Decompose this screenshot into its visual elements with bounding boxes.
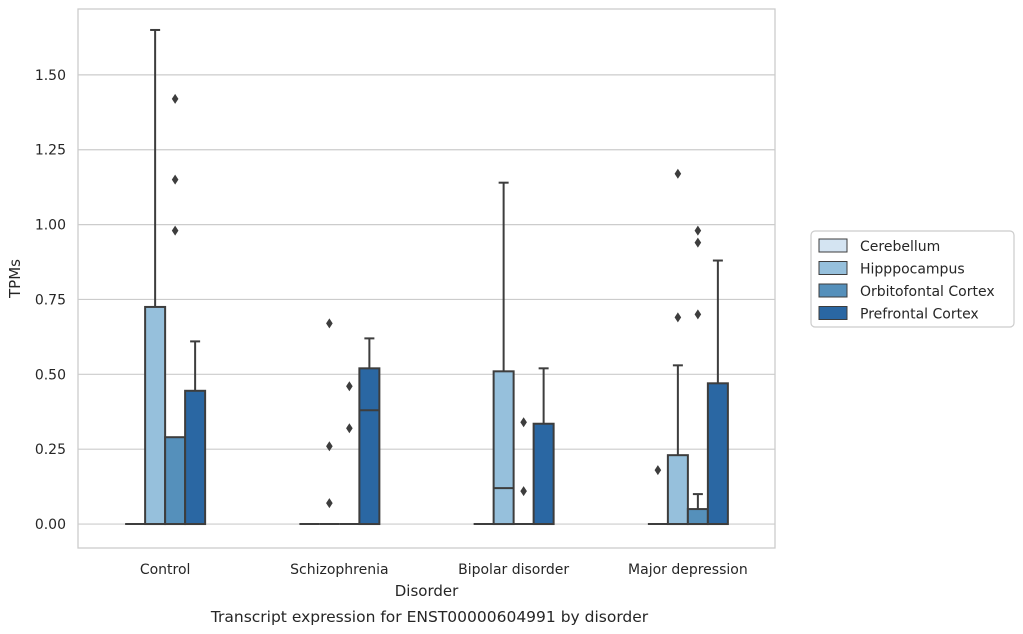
box-hipppocampus — [492, 181, 515, 526]
outlier-point — [674, 168, 682, 179]
box-prefrontal-cortex — [358, 337, 381, 526]
box-hipppocampus — [666, 168, 689, 526]
box-body — [686, 508, 709, 526]
legend-label: Cerebellum — [860, 239, 940, 255]
outlier-point — [171, 93, 179, 104]
outlier-point — [346, 423, 353, 434]
outlier-point — [326, 441, 333, 452]
outlier-point — [326, 498, 333, 509]
y-tick-label: 0.75 — [35, 292, 66, 308]
legend-swatch — [818, 306, 848, 320]
y-axis-label: TPMs — [6, 259, 24, 299]
y-tick-label: 0.25 — [35, 442, 66, 458]
legend-swatch — [818, 238, 848, 253]
outlier-point — [694, 309, 702, 320]
x-tick-label: Control — [140, 562, 191, 578]
box-plots — [125, 28, 729, 526]
box-body — [184, 389, 207, 526]
box-body — [358, 367, 381, 526]
legend-frame — [810, 230, 1015, 328]
box-orbitofontal-cortex — [513, 417, 534, 526]
outlier-point — [520, 417, 527, 428]
box-body — [532, 422, 555, 526]
y-tick-labels: 0.00 0.25 0.50 0.75 1.00 1.25 1.50 — [35, 68, 66, 533]
y-tick-label: 1.50 — [35, 68, 66, 84]
legend-label: Orbitofontal Cortex — [860, 284, 995, 300]
outlier-point — [171, 225, 179, 236]
box-hipppocampus — [319, 318, 340, 526]
x-tick-label: Bipolar disorder — [458, 562, 569, 578]
box-orbitofontal-cortex — [339, 381, 360, 526]
outlier-point — [326, 318, 333, 329]
box-prefrontal-cortex — [706, 259, 729, 526]
y-tick-label: 1.25 — [35, 143, 66, 159]
x-tick-labels: Control Schizophrenia Bipolar disorder Majo… — [140, 562, 748, 578]
chart-caption: Transcript expression for ENST0000060499… — [210, 608, 649, 626]
box-hipppocampus — [144, 28, 167, 526]
outlier-point — [694, 225, 702, 236]
legend-swatch — [818, 261, 848, 275]
y-tick-label: 0.50 — [35, 367, 66, 383]
box-body — [492, 370, 515, 526]
box-orbitofontal-cortex — [686, 225, 709, 526]
outlier-point — [520, 486, 527, 497]
box-body — [164, 436, 187, 526]
outlier-point — [654, 465, 662, 476]
x-tick-label: Major depression — [628, 562, 748, 578]
y-tick-label: 1.00 — [35, 218, 66, 234]
legend-swatch — [818, 283, 848, 298]
outlier-point — [674, 312, 682, 323]
legend-label: Prefrontal Cortex — [860, 307, 979, 323]
x-axis-label: Disorder — [395, 582, 459, 600]
box-prefrontal-cortex — [184, 340, 207, 526]
y-tick-label: 0.00 — [35, 517, 66, 533]
outlier-point — [171, 174, 179, 185]
x-tick-label: Schizophrenia — [290, 562, 388, 578]
outlier-point — [346, 381, 353, 392]
legend: Cerebellum Hipppocampus Orbitofontal Corte… — [810, 230, 1015, 328]
box-body — [706, 382, 729, 526]
box-body — [666, 454, 689, 526]
box-prefrontal-cortex — [532, 367, 555, 526]
outlier-point — [694, 237, 702, 248]
box-cerebellum — [647, 465, 668, 526]
legend-label: Hipppocampus — [860, 262, 965, 278]
plot-frame — [77, 8, 776, 549]
box-body — [144, 305, 167, 526]
